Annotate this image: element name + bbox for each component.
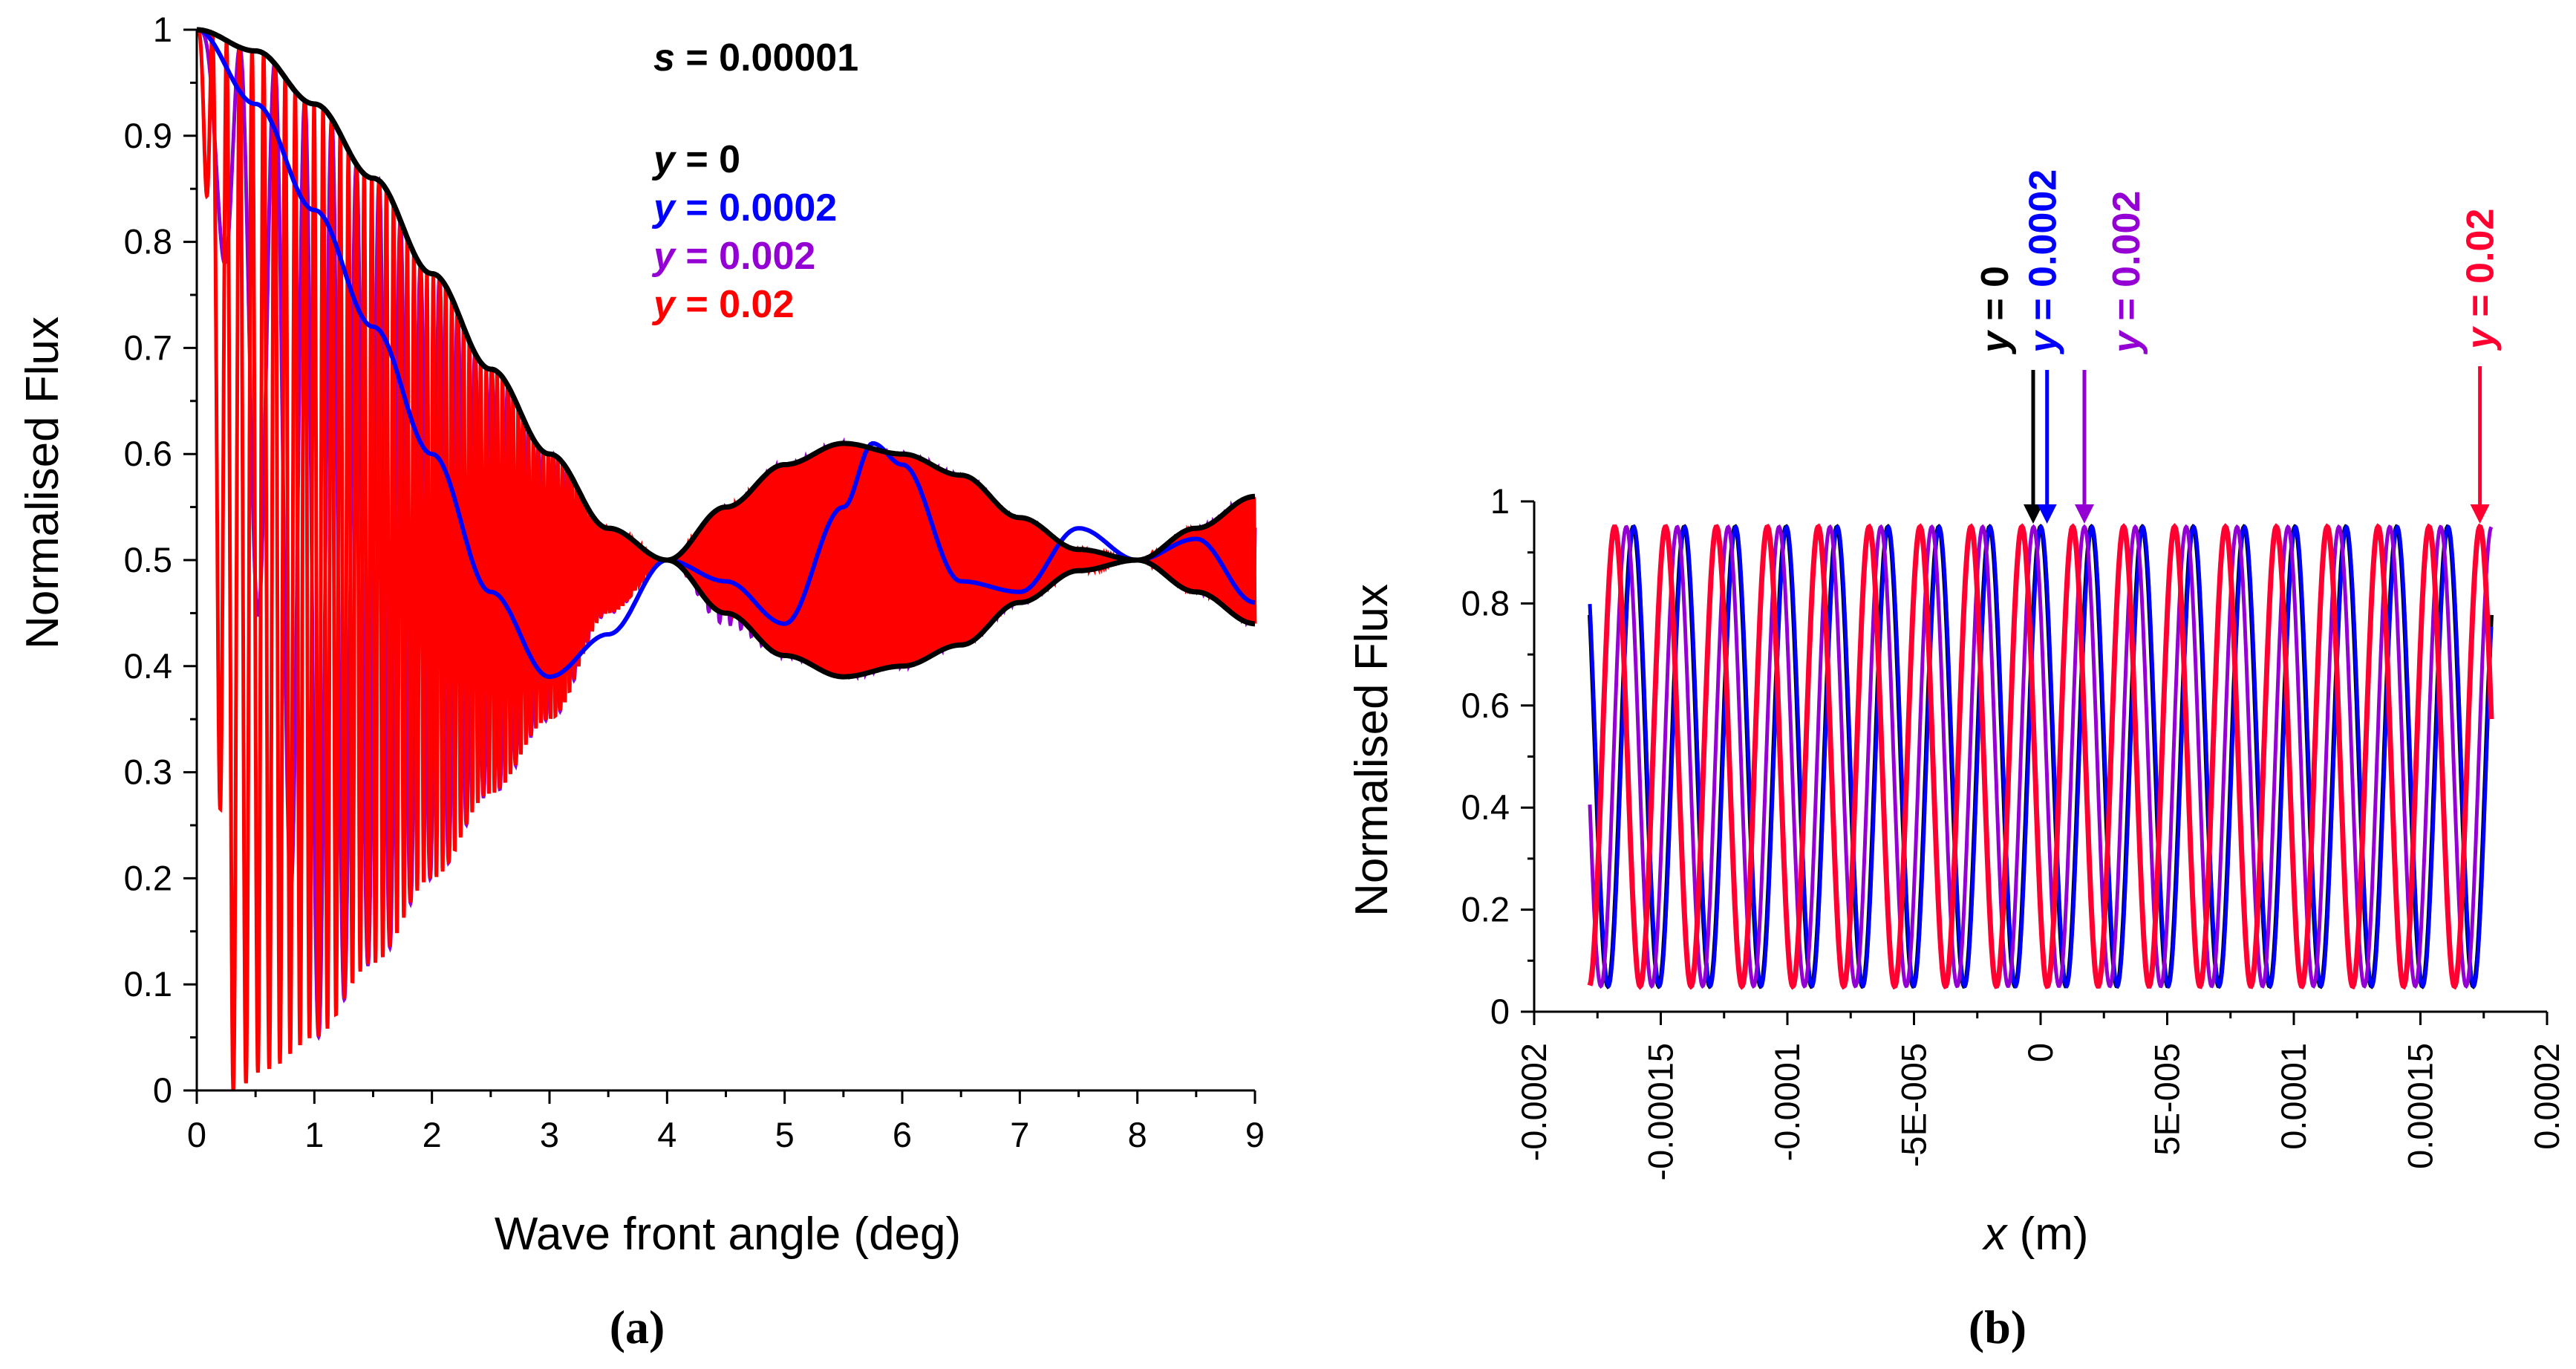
chart-a-xtick-label: 3 [540,1115,559,1154]
arrow-y002-head [2074,504,2094,524]
chart-a-ytick-label: 0.8 [124,222,172,261]
arrow-y0002: y = 0.0002 [2022,169,2065,524]
chart-b-ytick-labels: 0 0.2 0.4 0.6 0.8 1 [1461,481,1510,1031]
series-y02-line [196,27,1257,1091]
arrow-y02-head [2470,504,2490,524]
panel-label-a: (a) [610,1301,665,1353]
legend-item-y02: y = 0.02 [651,283,794,326]
chart-a-annotation: s = 0.00001 [653,36,858,79]
chart-a-legend: y = 0 y = 0.0002 y = 0.002 y = 0.02 [651,138,837,326]
chart-b-xtick-label: -5E-005 [1894,1043,1934,1167]
chart-b-ytick-label: 0 [1490,992,1510,1031]
chart-b-ytick-label: 0.6 [1461,686,1510,725]
chart-b: -0.0002 -0.00015 -0.0001 -5E-005 0 5E-005 0.00… [1346,169,2566,1353]
chart-a-ytick-label: 0.6 [124,434,172,473]
chart-b-xtick-labels: -0.0002 -0.00015 -0.0001 -5E-005 0 5E-005 0.00… [1514,1043,2566,1181]
chart-a-ytick-label: 0 [153,1070,172,1110]
chart-a-axes [183,28,1256,1104]
panel-label-b: (b) [1969,1301,2026,1353]
chart-b-xlabel: x (m) [1981,1209,2088,1260]
chart-a-data [196,27,1257,1091]
chart-a-ytick-label: 0.1 [124,964,172,1004]
chart-a-xtick-label: 9 [1245,1115,1265,1154]
chart-b-ytick-label: 0.4 [1461,787,1510,827]
chart-b-axes [1521,500,2549,1025]
chart-b-ytick-label: 0.8 [1461,583,1510,622]
chart-a-xlabel: Wave front angle (deg) [495,1209,961,1260]
series-b-y02-line [1587,523,2494,990]
chart-a-xtick-label: 2 [423,1115,442,1154]
chart-a-ytick-label: 0.5 [124,540,172,579]
chart-a-xtick-label: 6 [893,1115,912,1154]
legend-item-y0002: y = 0.0002 [651,186,837,230]
chart-a-ytick-label: 0.4 [124,646,172,686]
legend-item-y002: y = 0.002 [651,235,815,278]
chart-b-ytick-label: 0.2 [1461,890,1510,929]
chart-a-xtick-label: 8 [1128,1115,1147,1154]
chart-b-xtick-label: 0.00015 [2401,1043,2440,1169]
arrow-y002-label: y = 0.002 [2105,191,2148,355]
arrow-y0: y = 0 [1974,266,2043,524]
arrow-y0002-label: y = 0.0002 [2022,169,2065,355]
arrow-y0-head [2024,504,2043,524]
chart-a-xtick-label: 7 [1010,1115,1029,1154]
chart-a-xtick-labels: 0 1 2 3 4 5 6 7 8 9 [187,1115,1265,1154]
chart-b-xtick-label: 5E-005 [2148,1043,2187,1156]
chart-b-series-markers: y = 0y = 0.0002 y = 0.002 y = 0.02 [1974,169,2502,524]
chart-a-xtick-label: 4 [657,1115,676,1154]
arrow-y0-label: y = 0 [1974,266,2017,355]
chart-b-xtick-label: 0.0002 [2527,1043,2566,1150]
legend-item-y0: y = 0 [651,138,740,181]
chart-a-xtick-label: 5 [775,1115,795,1154]
chart-b-xtick-label: -0.0001 [1767,1043,1807,1161]
chart-b-xtick-label: 0 [2021,1043,2060,1062]
chart-a-ytick-label: 1 [153,10,172,49]
series-b-y002-line [1588,524,2494,989]
series-y0-lower-line [196,27,1256,680]
chart-b-xtick-label: 0.0001 [2274,1043,2313,1150]
chart-b-ytick-label: 1 [1490,481,1510,521]
chart-a-ylabel: Normalised Flux [17,316,68,649]
chart-a-ytick-label: 0.9 [124,116,172,155]
chart-a-ytick-labels: 0 0.1 0.2 0.3 0.4 0.5 0.6 0.7 0.8 0.9 1 [124,10,172,1110]
arrow-y002: y = 0.002 [2074,191,2148,524]
chart-a-ytick-label: 0.2 [124,858,172,897]
arrow-y0002-head [2037,504,2057,524]
chart-a-xtick-label: 0 [187,1115,206,1154]
chart-a-ytick-label: 0.3 [124,752,172,792]
chart-b-xtick-label: -0.00015 [1641,1043,1680,1181]
chart-a: 0 1 2 3 4 5 6 7 8 9 0 0.1 0.2 0.3 0.4 0.5 0.6 0.7 0.8 0.9 1… [17,10,1265,1353]
chart-a-xtick-label: 1 [304,1115,324,1154]
series-b-y0002-line [1588,524,2494,989]
arrow-y02-label: y = 0.02 [2459,209,2502,351]
chart-b-data [1587,523,2494,990]
series-y0002-line [196,27,1256,680]
chart-b-ylabel: Normalised Flux [1346,584,1398,917]
arrow-y02: y = 0.02 [2459,209,2502,524]
chart-a-ytick-label: 0.7 [124,328,172,367]
chart-b-xtick-label: -0.0002 [1514,1043,1553,1161]
